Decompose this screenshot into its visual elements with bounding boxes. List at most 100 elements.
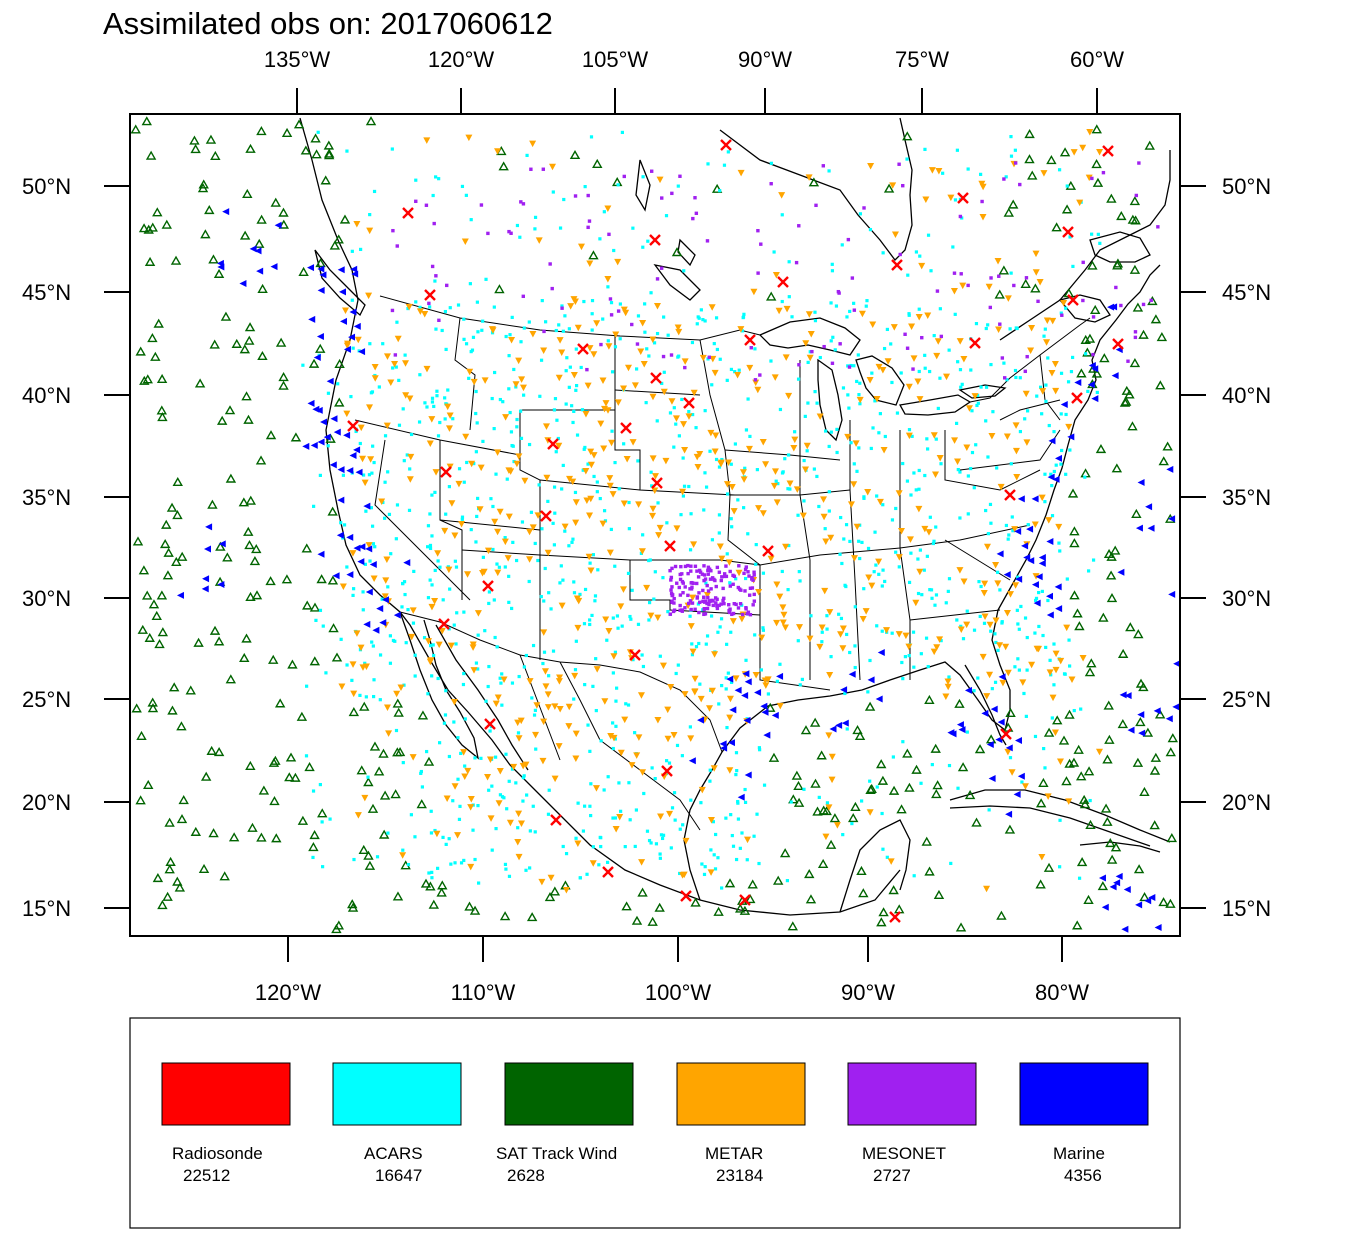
acars-mark: [507, 574, 511, 578]
lat-label-left: 25°N: [22, 687, 71, 712]
acars-mark: [1095, 390, 1099, 395]
acars-mark: [510, 681, 515, 685]
metar-mark: [467, 804, 475, 811]
sat-track-wind-mark: [1083, 894, 1094, 904]
acars-mark: [649, 291, 653, 295]
acars-mark: [504, 867, 508, 871]
metar-mark: [543, 474, 551, 482]
marine-mark: [239, 280, 247, 288]
legend: Radiosonde 22512 ACARS 16647 SAT Track W…: [161, 1062, 1149, 1185]
metar-mark: [341, 307, 349, 315]
metar-mark: [718, 555, 726, 563]
acars-mark: [455, 611, 459, 615]
marine-mark: [270, 263, 278, 271]
metar-mark: [1096, 148, 1104, 156]
marine-mark: [1107, 303, 1115, 311]
metar-mark: [593, 320, 601, 327]
acars-mark: [742, 506, 746, 510]
acars-mark: [917, 487, 921, 491]
acars-mark: [386, 470, 390, 474]
acars-mark: [624, 702, 628, 706]
acars-mark: [923, 473, 927, 478]
metar-mark: [602, 400, 610, 407]
acars-mark: [579, 365, 583, 370]
acars-mark: [476, 667, 480, 671]
marine-mark: [256, 267, 264, 275]
metar-mark: [517, 820, 525, 827]
acars-mark: [500, 703, 504, 707]
acars-mark: [595, 480, 599, 484]
acars-mark: [845, 727, 849, 731]
metar-mark: [435, 641, 443, 649]
acars-mark: [533, 708, 538, 712]
acars-mark: [759, 668, 764, 672]
metar-mark: [728, 484, 736, 491]
acars-mark: [490, 848, 494, 852]
acars-mark: [441, 598, 445, 602]
acars-mark: [1009, 135, 1013, 139]
metar-mark: [593, 666, 601, 673]
metar-mark: [638, 548, 646, 555]
acars-mark: [827, 509, 831, 513]
acars-mark: [812, 467, 816, 471]
marine-mark: [353, 544, 361, 552]
acars-mark: [649, 470, 653, 474]
marine-mark: [358, 543, 366, 551]
acars-mark: [922, 568, 926, 572]
sat-track-wind-mark: [347, 899, 358, 909]
acars-mark: [894, 550, 898, 554]
metar-mark: [933, 352, 941, 360]
acars-mark: [979, 584, 983, 589]
sat-track-wind-mark: [284, 772, 295, 782]
mesonet-mark: [702, 595, 706, 600]
metar-mark: [951, 437, 959, 444]
metar-mark: [599, 520, 607, 528]
sat-track-wind-mark: [1058, 735, 1070, 745]
metar-mark: [393, 690, 401, 698]
acars-mark: [825, 614, 829, 618]
acars-mark: [614, 724, 618, 728]
metar-mark: [1079, 655, 1087, 662]
mesonet-mark: [655, 277, 660, 281]
acars-mark: [710, 538, 715, 542]
acars-mark: [932, 334, 936, 338]
mesonet-mark: [1091, 352, 1095, 357]
metar-mark: [746, 364, 754, 372]
mesonet-mark: [1013, 161, 1018, 165]
acars-mark: [444, 842, 448, 846]
acars-mark: [359, 247, 363, 252]
metar-mark: [796, 624, 804, 631]
acars-mark: [1079, 707, 1083, 711]
metar-mark: [610, 653, 618, 660]
map-frame-bg: [130, 114, 1180, 936]
metar-mark: [914, 378, 922, 386]
acars-mark: [462, 337, 466, 341]
radiosonde-mark: [424, 289, 436, 301]
acars-mark: [813, 390, 817, 394]
acars-mark: [984, 508, 988, 513]
metar-mark: [451, 532, 459, 539]
metar-mark: [674, 324, 682, 331]
acars-mark: [903, 655, 907, 659]
metar-mark: [592, 785, 600, 792]
acars-mark: [1023, 616, 1028, 620]
mesonet-mark: [998, 322, 1002, 326]
acars-mark: [743, 800, 748, 805]
acars-mark: [996, 648, 1000, 652]
sat-track-wind-mark: [1091, 124, 1102, 134]
mesonet-mark: [734, 602, 738, 607]
sat-track-wind-mark: [210, 150, 221, 161]
metar-mark: [585, 553, 593, 561]
metar-mark: [460, 749, 468, 756]
metar-mark: [762, 461, 770, 468]
sat-track-wind-mark: [498, 161, 509, 171]
acars-mark: [697, 316, 701, 320]
acars-mark: [958, 368, 963, 372]
mesonet-mark: [672, 601, 676, 605]
metar-mark: [1076, 199, 1084, 207]
acars-mark: [436, 434, 441, 438]
acars-mark: [895, 411, 900, 415]
metar-mark: [423, 137, 431, 144]
acars-mark: [855, 469, 859, 473]
sat-track-wind-mark: [176, 721, 187, 731]
